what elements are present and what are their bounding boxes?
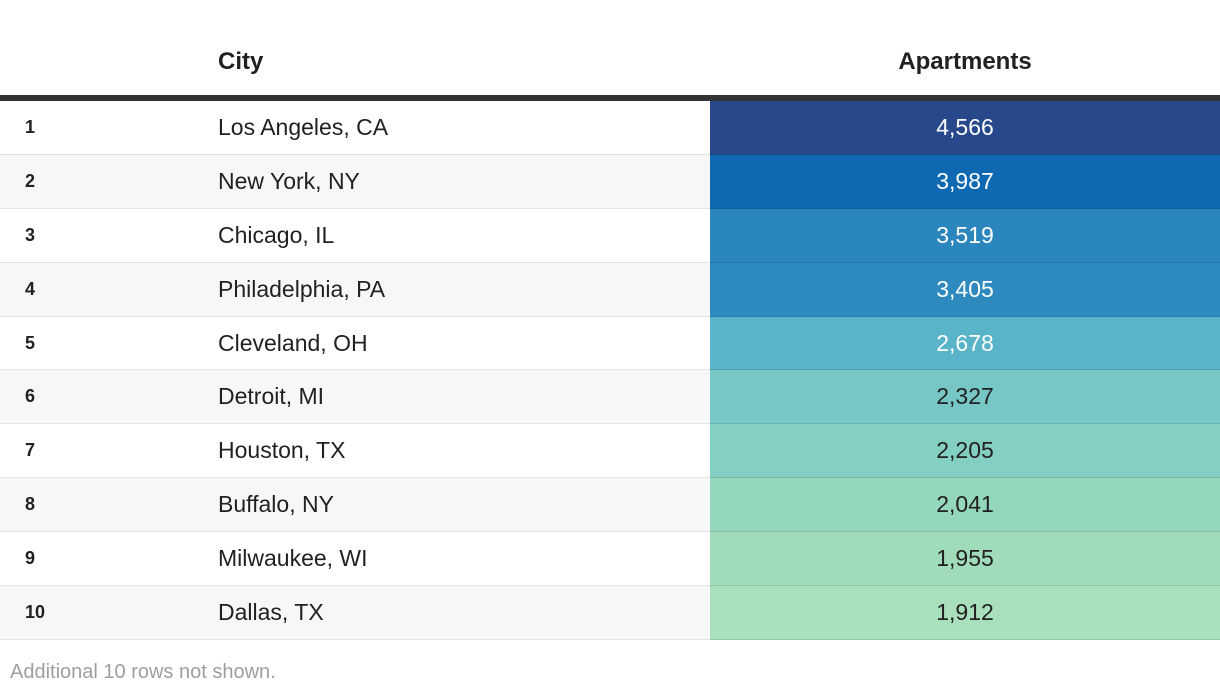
table-row: 6 Detroit, MI 2,327 [0,370,1220,425]
city-cell: Los Angeles, CA [218,101,710,155]
table-row: 9 Milwaukee, WI 1,955 [0,532,1220,587]
apartments-cell: 2,327 [710,370,1220,425]
rank-cell: 1 [0,101,218,155]
city-cell: Dallas, TX [218,586,710,640]
rank-cell: 4 [0,263,218,317]
table-row: 8 Buffalo, NY 2,041 [0,478,1220,533]
rank-cell: 2 [0,155,218,209]
apartments-cell: 1,912 [710,586,1220,640]
table-row: 3 Chicago, IL 3,519 [0,208,1220,263]
city-cell: Milwaukee, WI [218,532,710,587]
rank-column-header [0,76,218,95]
apartments-cell: 2,678 [710,316,1220,371]
apartments-table: City Apartments 1 Los Angeles, CA 4,566 … [0,0,1220,640]
table-body: 1 Los Angeles, CA 4,566 2 New York, NY 3… [0,101,1220,640]
rank-cell: 6 [0,370,218,425]
apartments-cell: 3,519 [710,208,1220,263]
table-header-row: City Apartments [0,0,1220,101]
table-row: 7 Houston, TX 2,205 [0,424,1220,479]
additional-rows-note: Additional 10 rows not shown. [10,660,276,683]
city-cell: Philadelphia, PA [218,263,710,317]
apartments-column-header: Apartments [898,48,1032,75]
apartments-cell: 2,041 [710,478,1220,533]
city-cell: New York, NY [218,155,710,209]
rank-cell: 5 [0,317,218,371]
apartments-cell: 1,955 [710,532,1220,587]
apartments-cell: 4,566 [710,101,1220,155]
rank-cell: 7 [0,424,218,479]
city-cell: Cleveland, OH [218,317,710,371]
table-row: 4 Philadelphia, PA 3,405 [0,262,1220,317]
city-cell: Detroit, MI [218,370,710,425]
table-row: 1 Los Angeles, CA 4,566 [0,101,1220,155]
apartments-cell: 3,405 [710,262,1220,317]
rank-cell: 9 [0,532,218,587]
city-cell: Buffalo, NY [218,478,710,533]
apartments-cell: 3,987 [710,154,1220,209]
city-cell: Houston, TX [218,424,710,479]
rank-cell: 3 [0,209,218,263]
rank-cell: 8 [0,478,218,533]
table-row: 10 Dallas, TX 1,912 [0,586,1220,640]
table-row: 5 Cleveland, OH 2,678 [0,316,1220,371]
rank-cell: 10 [0,586,218,640]
city-cell: Chicago, IL [218,209,710,263]
city-column-header: City [218,48,264,75]
apartments-cell: 2,205 [710,424,1220,479]
table-row: 2 New York, NY 3,987 [0,154,1220,209]
